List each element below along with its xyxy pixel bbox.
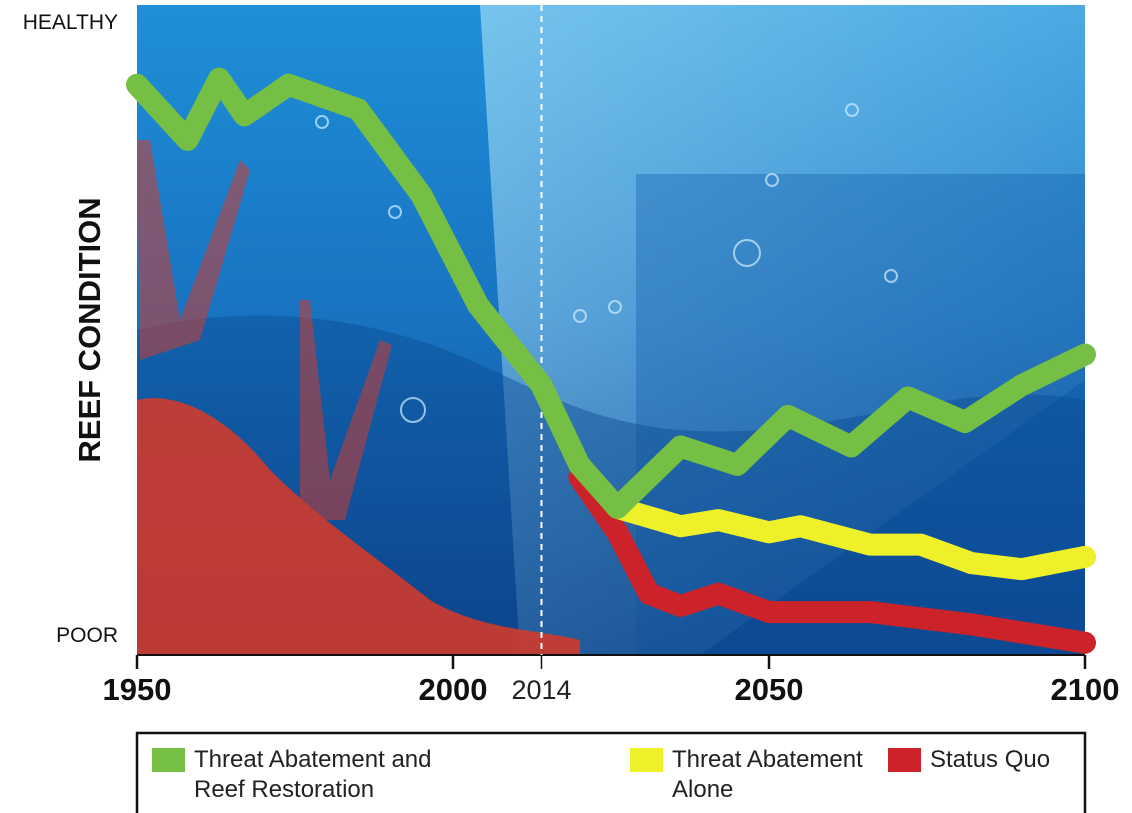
y-axis-title: REEF CONDITION (72, 197, 107, 462)
series-line (568, 466, 1096, 654)
legend-swatch (888, 748, 921, 772)
x-tick-label: 2000 (419, 672, 488, 707)
legend-swatch (152, 748, 185, 772)
x-tick-label: 2050 (735, 672, 804, 707)
legend-label: Status Quo (930, 746, 1051, 773)
y-tick-label: HEALTHY (23, 11, 118, 34)
bubbles (315, 103, 898, 423)
legend-label: Threat Abatement and Reef Restoration (194, 746, 432, 803)
reference-label: 2014 (511, 675, 571, 705)
y-tick-label: POOR (56, 624, 118, 647)
x-tick-label: 2100 (1051, 672, 1120, 707)
series-line (606, 496, 1096, 581)
legend-box (135, 731, 1087, 813)
legend-label: Threat Abatement Alone (672, 746, 863, 803)
legend-swatch (630, 748, 663, 772)
series-line (126, 67, 1096, 519)
x-tick-label: 1950 (103, 672, 172, 707)
coral (137, 140, 580, 655)
